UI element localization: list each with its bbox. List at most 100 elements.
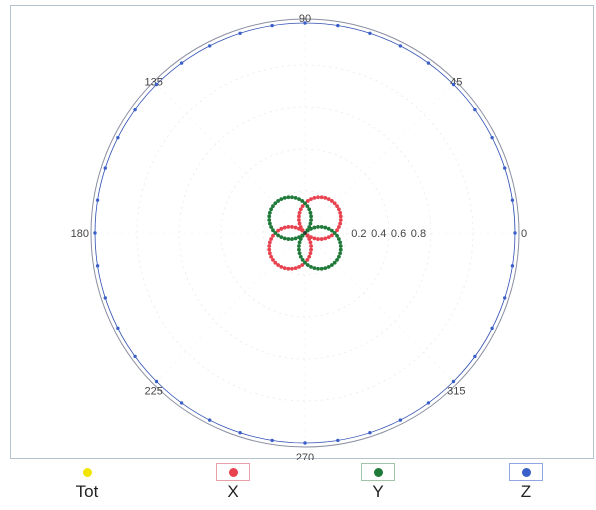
angle-label-0: 0	[521, 228, 527, 240]
s1-point-29	[297, 226, 301, 231]
z-point-35	[451, 379, 456, 384]
s1-point-3	[338, 221, 343, 226]
z-point-17	[116, 135, 120, 140]
s2-point-48	[297, 240, 302, 245]
legend-item-tot[interactable]: Tot	[57, 463, 117, 502]
z-point-3	[490, 135, 494, 140]
s2-point-23	[286, 195, 291, 200]
z-point-34	[426, 401, 431, 405]
s2-point-29	[269, 207, 274, 212]
z-point-29	[270, 438, 274, 443]
angle-label-45: 45	[450, 77, 462, 89]
s2-point-56	[309, 264, 313, 269]
z-point-18	[103, 166, 107, 170]
s1-point-45	[273, 260, 278, 265]
legend-item-x[interactable]: X	[203, 463, 263, 502]
s2-point-51	[297, 251, 302, 256]
s1-point-21	[297, 210, 302, 215]
s1-point-68	[319, 237, 324, 241]
s2-point-10	[305, 228, 310, 233]
legend-item-z[interactable]: Z	[496, 463, 556, 502]
grid-spoke-45	[304, 84, 454, 234]
s2-point-27	[273, 201, 278, 206]
angle-label-90: 90	[299, 13, 311, 25]
z-point-28	[238, 431, 242, 435]
s1-point-15	[312, 195, 317, 200]
legend-swatch-z	[509, 463, 543, 481]
s1-point-31	[290, 225, 294, 229]
legend-label-y: Y	[372, 482, 384, 501]
angle-label-315: 315	[447, 385, 465, 397]
s2-point-64	[335, 257, 339, 262]
s2-point-32	[267, 218, 272, 222]
z-point-12	[238, 31, 242, 35]
s2-point-59	[319, 266, 324, 271]
s2-point-18	[303, 201, 307, 206]
legend-swatch-y	[361, 463, 395, 481]
z-point-23	[116, 326, 120, 331]
s2-point-25	[279, 197, 284, 202]
z-point-26	[179, 401, 184, 405]
s1-point-38	[269, 237, 274, 241]
center-point	[303, 231, 307, 235]
s1-point-42	[267, 251, 272, 256]
angle-label-270: 270	[296, 452, 314, 460]
s1-point-30	[293, 225, 298, 230]
s1-point-11	[326, 197, 331, 202]
s1-point-70	[326, 235, 331, 240]
s1-point-39	[267, 240, 272, 245]
angle-label-225: 225	[145, 385, 163, 397]
s1-point-53	[300, 263, 305, 267]
grid-spoke-135	[156, 84, 306, 234]
z-point-19	[95, 198, 100, 202]
s1-point-48	[282, 266, 287, 271]
s2-point-71	[335, 233, 339, 238]
s1-point-22	[297, 214, 301, 219]
s1-point-14	[316, 195, 320, 200]
s2-point-58	[316, 266, 320, 271]
s1-point-66	[312, 236, 317, 241]
s1-point-55	[305, 257, 310, 262]
z-point-6	[426, 61, 431, 65]
s1-point-37	[271, 233, 275, 238]
legend-label-tot: Tot	[75, 482, 99, 501]
s2-point-3	[323, 225, 328, 230]
s1-point-6	[338, 210, 343, 215]
s2-point-40	[286, 237, 291, 241]
s2-point-61	[326, 264, 331, 269]
radial-label-0.8: 0.8	[411, 228, 426, 240]
grid-spoke-225	[156, 232, 306, 382]
s1-point-24	[297, 221, 302, 226]
s1-point-23	[297, 218, 301, 222]
radial-label-0.6: 0.6	[391, 228, 406, 240]
radial-label-0.2: 0.2	[351, 228, 366, 240]
legend-label-x: X	[227, 482, 239, 501]
s1-point-46	[276, 263, 281, 267]
s2-point-20	[297, 197, 301, 202]
s2-point-5	[316, 225, 320, 229]
legend: Tot X Y Z	[0, 459, 596, 510]
legend-item-y[interactable]: Y	[348, 463, 408, 502]
s2-point-12	[308, 221, 313, 226]
s2-point-6	[312, 225, 317, 230]
s2-point-66	[338, 251, 343, 256]
legend-swatch-x	[216, 463, 250, 481]
z-point-36	[473, 354, 477, 359]
s2-point-21	[293, 195, 298, 200]
z-point-39	[510, 264, 515, 268]
s1-point-43	[269, 254, 274, 259]
s2-point-62	[329, 263, 334, 267]
s2-point-52	[298, 254, 303, 259]
s2-point-19	[300, 199, 305, 203]
s2-point-22	[290, 195, 294, 200]
legend-dot-tot	[82, 467, 92, 477]
z-point-30	[303, 441, 307, 445]
polar-plot: 0 45 90 135 180 225 270 315 0.2 0.4 0.6 0.8	[71, 13, 527, 460]
s1-point-8	[335, 204, 339, 209]
z-point-2	[503, 166, 507, 170]
s2-point-70	[336, 237, 341, 241]
s2-point-35	[271, 228, 275, 233]
s2-point-31	[267, 214, 272, 219]
s1-point-56	[307, 254, 312, 259]
s2-point-55	[305, 263, 310, 267]
